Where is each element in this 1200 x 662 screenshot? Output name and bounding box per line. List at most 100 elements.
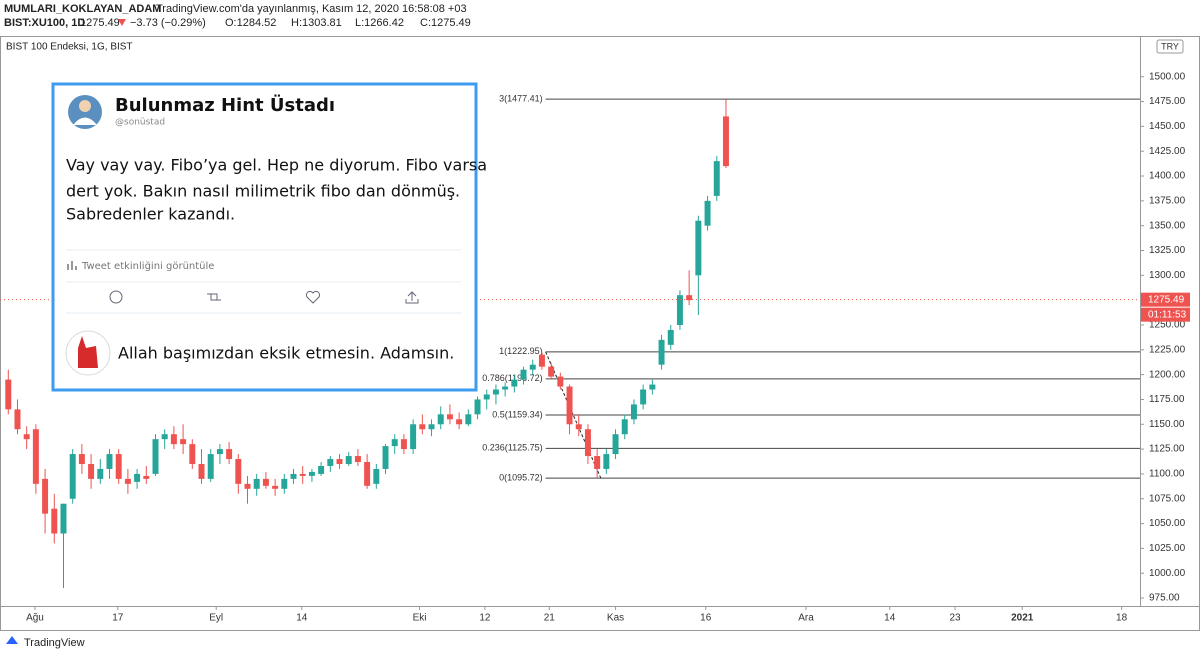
candle-body (336, 459, 343, 464)
plot: 975.00 1000.00 1025.00 1050.00 1075.00 1100.0… (0, 71, 1190, 624)
last: 1275.49 (80, 17, 120, 29)
candle-body (97, 468, 104, 479)
y-tick-label: 1050.00 (1149, 518, 1186, 529)
candle-body (667, 329, 674, 345)
like-icon[interactable] (305, 290, 321, 304)
x-tick-label: 18 (1116, 613, 1128, 624)
y-tick-label: 1200.00 (1149, 369, 1186, 380)
candle-body (630, 404, 637, 420)
x-tick-label: 23 (949, 613, 961, 624)
foam-finger (78, 336, 98, 368)
candle-body (134, 473, 141, 482)
x-tick-label: Kas (607, 613, 624, 624)
x-tick-label: 2021 (1011, 613, 1034, 624)
candle-body (603, 454, 610, 469)
tweet-handle: @sonüstad (115, 118, 165, 128)
candle-body (474, 399, 481, 415)
candle-body (327, 459, 334, 466)
y-tick-label: 975.00 (1149, 593, 1180, 604)
tweet-activity[interactable]: Tweet etkinliğini görüntüle (81, 260, 214, 272)
share-icon[interactable] (405, 291, 419, 304)
high: H:1303.81 (291, 17, 342, 29)
candle-body (437, 414, 444, 425)
reply-icon[interactable] (109, 290, 123, 304)
candle-body (5, 379, 12, 410)
y-tick-label: 1225.00 (1149, 344, 1186, 355)
candle-body (308, 471, 315, 476)
candle-body (373, 468, 380, 484)
y-tick-label: 1125.00 (1149, 444, 1185, 455)
candle-body (290, 473, 297, 479)
candle-body (143, 475, 150, 479)
stats-icon (71, 261, 73, 270)
candle-body (88, 463, 95, 479)
candle-body (566, 386, 573, 425)
candle-body (446, 414, 453, 420)
candle-body (69, 454, 76, 499)
fib-label: 0.786(1195.72) (482, 373, 542, 383)
y-tick-label: 1475.00 (1149, 96, 1186, 107)
y-tick-label: 1400.00 (1149, 171, 1186, 182)
candle-body (640, 389, 647, 405)
candle-body (410, 424, 417, 450)
tweet-line: Sabredenler kazandı. (66, 205, 235, 224)
candle-body (106, 454, 113, 469)
tweet-line: dert yok. Bakın nasıl milimetrik fibo da… (66, 182, 460, 201)
avatar-body (73, 117, 97, 125)
candle-body (272, 485, 279, 489)
candle-body (382, 446, 389, 469)
candle-body (400, 439, 407, 450)
y-tick-label: 1250.00 (1149, 320, 1186, 331)
retweet-icon[interactable] (207, 293, 221, 301)
fib-label: 0(1095.72) (499, 473, 543, 483)
y-tick-label: 1000.00 (1149, 568, 1186, 579)
x-tick-label: Eyl (209, 613, 223, 624)
candle-body (713, 161, 720, 196)
x-tick-label: 21 (544, 613, 556, 624)
candle-body (695, 220, 702, 276)
x-tick-label: Ara (798, 613, 814, 624)
candle-body (216, 449, 223, 455)
candle-body (520, 369, 527, 380)
candle-body (511, 379, 518, 387)
candle-body (492, 389, 499, 395)
close: C:1275.49 (420, 17, 471, 29)
candle-body (621, 419, 628, 435)
header-bg (0, 0, 1200, 36)
x-tick-label: Eki (413, 613, 427, 624)
candle-body (557, 376, 564, 387)
candle-body (281, 478, 288, 489)
candle-body (226, 449, 233, 460)
candle-body (502, 386, 509, 390)
candle-body (14, 409, 21, 430)
tweet-name: Bulunmaz Hint Üstadı (115, 94, 335, 116)
candle-body (180, 439, 187, 445)
tweet-line: Vay vay vay. Fibo’ya gel. Hep ne diyorum… (66, 156, 487, 175)
candle-body (584, 429, 591, 457)
brand-logo (6, 636, 18, 644)
y-tick-label: 1175.00 (1149, 394, 1185, 405)
candle-body (78, 454, 85, 464)
candle-body (419, 424, 426, 430)
tweet-border (51, 82, 478, 392)
fib-label: 1(1222.95) (499, 346, 543, 356)
chart-title: BIST 100 Endeksi, 1G, BIST (6, 42, 133, 53)
candle-body (456, 419, 463, 425)
candle-body (60, 503, 67, 534)
y-tick-label: 1075.00 (1149, 493, 1186, 504)
candle-body (538, 354, 545, 367)
low: L:1266.42 (355, 17, 404, 29)
avatar-face (79, 100, 91, 112)
candle-body (483, 394, 490, 400)
y-tick-label: 1450.00 (1149, 121, 1186, 132)
reply-text: Allah başımızdan eksik etmesin. Adamsın. (118, 344, 454, 363)
x-tick-label: 17 (112, 613, 124, 624)
currency: TRY (1161, 41, 1179, 51)
fib-label: 3(1477.41) (499, 94, 543, 104)
candle-body (115, 454, 122, 479)
candle-body (32, 429, 39, 484)
y-tick-label: 1325.00 (1149, 245, 1186, 256)
candle-body (722, 116, 729, 167)
countdown-box (1141, 307, 1190, 322)
x-tick-label: Ağu (26, 613, 44, 624)
